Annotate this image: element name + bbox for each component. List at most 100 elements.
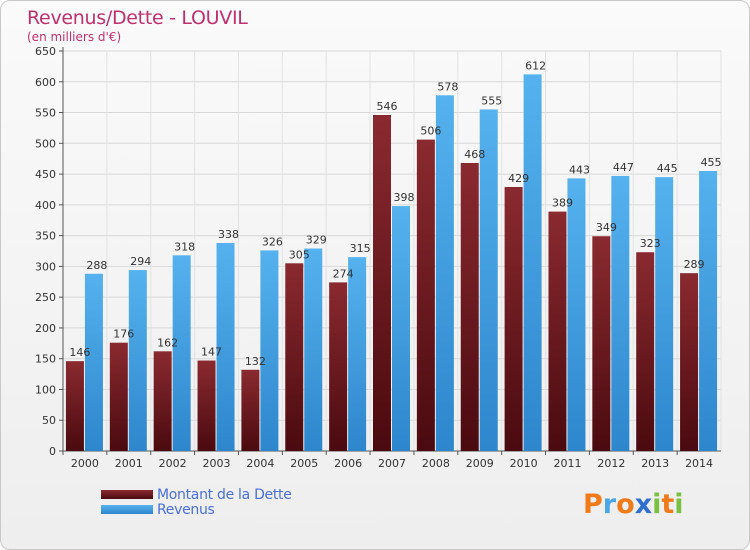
x-tick-label: 2004 <box>246 457 274 470</box>
bar-dette <box>636 252 655 451</box>
bar-revenus <box>655 177 674 451</box>
bar-dette <box>548 211 567 451</box>
bar-dette <box>285 263 304 451</box>
bar-dette <box>197 360 216 451</box>
x-tick-label: 2003 <box>203 457 231 470</box>
logo-letter: i <box>652 489 662 520</box>
data-label-dette: 162 <box>157 336 178 349</box>
logo-letter: P <box>583 489 603 520</box>
bar-revenus <box>435 95 454 452</box>
data-label-dette: 274 <box>333 267 354 280</box>
data-label-dette: 506 <box>420 125 441 138</box>
data-label-revenus: 398 <box>394 191 415 204</box>
bar-revenus <box>304 248 323 451</box>
bar-dette <box>504 187 523 451</box>
bars <box>65 74 718 452</box>
x-tick-label: 2006 <box>334 457 362 470</box>
data-label-dette: 546 <box>377 100 398 113</box>
legend-swatch-revenus <box>101 505 153 514</box>
data-label-revenus: 326 <box>262 235 283 248</box>
logo-letter: i <box>674 489 684 520</box>
data-label-dette: 305 <box>289 248 310 261</box>
data-label-revenus: 445 <box>657 162 678 175</box>
bar-revenus <box>611 175 630 451</box>
data-label-dette: 323 <box>640 237 661 250</box>
bar-revenus <box>479 109 498 451</box>
bar-revenus <box>84 273 103 451</box>
y-tick-label: 250 <box>35 291 56 304</box>
legend-swatch-dette <box>101 490 153 499</box>
data-label-revenus: 318 <box>174 240 195 253</box>
bar-dette <box>460 163 479 451</box>
y-tick-label: 300 <box>35 260 56 273</box>
x-tick-label: 2013 <box>641 457 669 470</box>
data-label-revenus: 578 <box>437 80 458 93</box>
x-tick-label: 2008 <box>422 457 450 470</box>
bar-revenus <box>392 206 410 451</box>
bar-revenus <box>348 257 367 451</box>
data-label-revenus: 612 <box>525 59 546 72</box>
y-tick-label: 100 <box>35 383 56 396</box>
chart-subtitle: (en milliers d'€) <box>27 30 122 44</box>
logo-letter: r <box>602 489 617 520</box>
axes: 0 50 100 150 200 250 300 350 400 450 500 550 600 650 2… <box>35 45 721 470</box>
data-label-dette: 349 <box>596 221 617 234</box>
x-tick-label: 2009 <box>466 457 494 470</box>
y-tick-label: 50 <box>42 414 56 427</box>
logo-letter: t <box>661 489 675 520</box>
proxiti-logo: Proxiti <box>583 489 684 520</box>
data-label-dette: 176 <box>113 328 134 341</box>
bar-dette <box>109 342 128 451</box>
x-tick-label: 2001 <box>115 457 143 470</box>
bar-dette <box>153 351 172 451</box>
chart-title: Revenus/Dette - LOUVIL <box>27 7 248 29</box>
y-tick-label: 400 <box>35 199 56 212</box>
y-tick-label: 500 <box>35 137 56 150</box>
legend-label-dette: Montant de la Dette <box>157 486 292 503</box>
x-tick-label: 2010 <box>510 457 538 470</box>
x-tick-label: 2014 <box>685 457 713 470</box>
data-label-revenus: 338 <box>218 228 239 241</box>
data-label-revenus: 455 <box>701 156 722 169</box>
y-tick-label: 200 <box>35 322 56 335</box>
x-tick-label: 2000 <box>71 457 99 470</box>
data-label-dette: 147 <box>201 346 222 359</box>
bar-revenus <box>128 270 147 451</box>
data-label-revenus: 315 <box>350 242 371 255</box>
y-tick-label: 450 <box>35 168 56 181</box>
data-label-revenus: 329 <box>306 234 327 247</box>
x-tick-label: 2005 <box>290 457 318 470</box>
data-label-dette: 132 <box>245 355 266 368</box>
data-label-revenus: 443 <box>569 163 590 176</box>
x-tick-label: 2007 <box>378 457 406 470</box>
data-label-revenus: 288 <box>86 259 107 272</box>
legend-item-revenus: Revenus <box>101 501 292 518</box>
y-tick-label: 550 <box>35 107 56 120</box>
data-label-dette: 429 <box>508 172 529 185</box>
data-label-dette: 146 <box>69 346 90 359</box>
bar-revenus <box>699 171 718 451</box>
logo-letter: x <box>634 489 653 520</box>
bar-revenus <box>260 250 279 451</box>
bar-revenus <box>216 243 235 451</box>
bar-revenus <box>567 178 586 451</box>
data-label-dette: 389 <box>552 197 573 210</box>
x-tick-label: 2011 <box>553 457 581 470</box>
legend-label-revenus: Revenus <box>157 501 215 518</box>
y-tick-label: 650 <box>35 45 56 58</box>
y-tick-label: 0 <box>49 445 56 458</box>
chart-legend: Montant de la Dette Revenus <box>101 486 292 518</box>
bar-dette <box>592 236 611 451</box>
y-tick-label: 350 <box>35 230 56 243</box>
legend-item-dette: Montant de la Dette <box>101 486 292 503</box>
logo-letter: o <box>616 489 635 520</box>
bar-dette <box>329 282 348 451</box>
y-tick-label: 150 <box>35 353 56 366</box>
data-label-revenus: 555 <box>481 94 502 107</box>
bar-revenus <box>172 255 191 451</box>
bar-dette <box>680 273 699 451</box>
bar-dette <box>416 139 435 451</box>
x-tick-label: 2012 <box>597 457 625 470</box>
